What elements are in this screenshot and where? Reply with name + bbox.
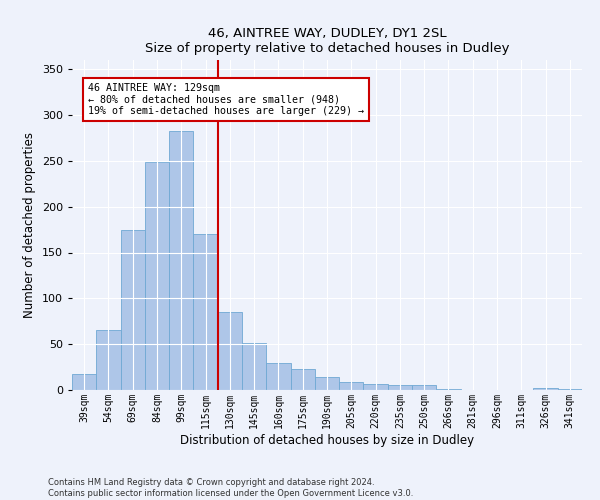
Bar (290, 369, 315, 390)
X-axis label: Distribution of detached houses by size in Dudley: Distribution of detached houses by size … (180, 434, 474, 446)
Bar (169, 130, 193, 390)
Bar (364, 384, 388, 390)
Bar (388, 386, 412, 390)
Bar (218, 312, 242, 390)
Text: Contains HM Land Registry data © Crown copyright and database right 2024.
Contai: Contains HM Land Registry data © Crown c… (48, 478, 413, 498)
Bar (266, 362, 290, 390)
Bar (242, 343, 266, 390)
Bar (145, 162, 169, 390)
Bar (436, 389, 461, 390)
Bar (533, 388, 558, 390)
Bar (315, 377, 339, 390)
Bar (72, 374, 96, 390)
Bar (339, 382, 364, 390)
Bar (412, 386, 436, 390)
Title: 46, AINTREE WAY, DUDLEY, DY1 2SL
Size of property relative to detached houses in: 46, AINTREE WAY, DUDLEY, DY1 2SL Size of… (145, 26, 509, 54)
Text: 46 AINTREE WAY: 129sqm
← 80% of detached houses are smaller (948)
19% of semi-de: 46 AINTREE WAY: 129sqm ← 80% of detached… (88, 83, 364, 116)
Bar (558, 389, 582, 390)
Bar (121, 230, 145, 390)
Bar (96, 330, 121, 390)
Y-axis label: Number of detached properties: Number of detached properties (23, 132, 36, 318)
Bar (193, 234, 218, 390)
